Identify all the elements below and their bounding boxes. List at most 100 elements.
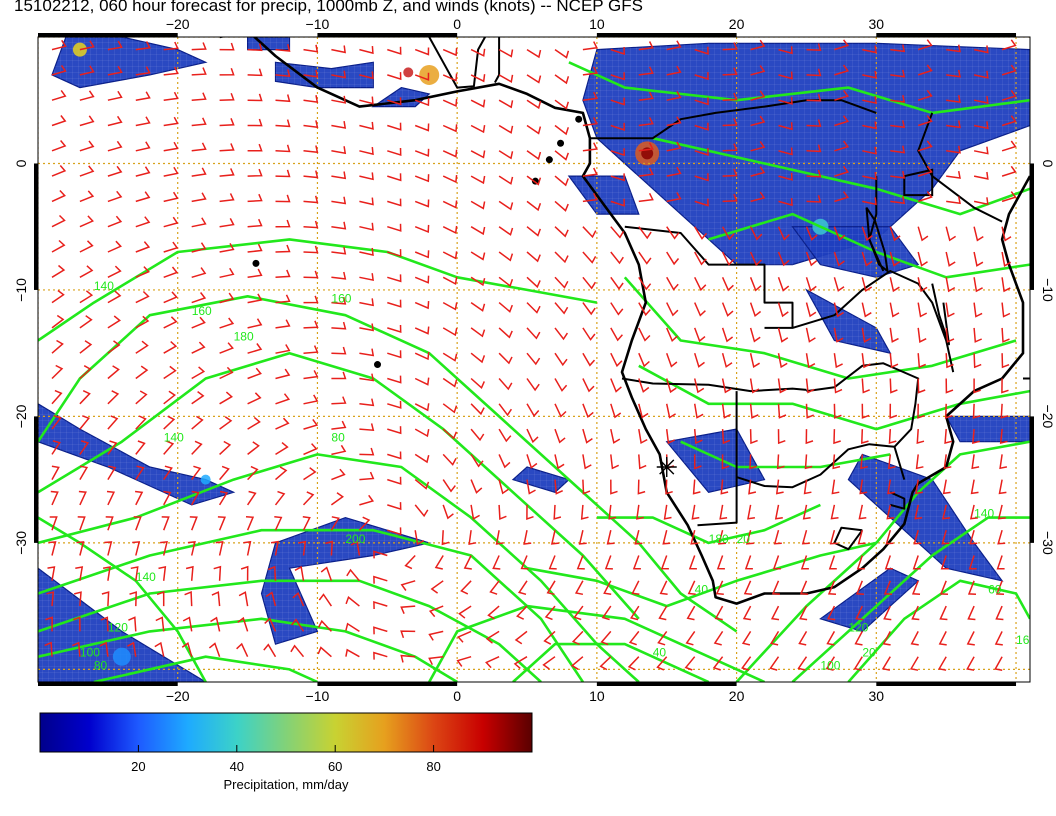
wind-barb [997, 529, 1006, 545]
wind-barb [274, 490, 286, 506]
wind-barb [855, 605, 864, 621]
wind-barb [944, 403, 953, 419]
wind-barb [135, 266, 150, 278]
wind-barb [163, 490, 172, 506]
wind-barb [638, 378, 650, 393]
wind-barb [302, 516, 311, 531]
wind-barb [582, 276, 597, 290]
wind-barb [973, 251, 984, 267]
map-title: 15102212, 060 hour forecast for precip, … [14, 0, 643, 15]
wind-barb [860, 454, 868, 470]
wind-barb [359, 348, 375, 357]
wind-barb [973, 121, 989, 130]
wind-barb [318, 593, 333, 607]
wind-barb [854, 631, 863, 646]
wind-barb [714, 605, 724, 621]
wind-barb [331, 371, 347, 380]
wind-barb [883, 580, 893, 595]
wind-barb [526, 454, 538, 469]
wind-barb [749, 226, 763, 241]
wind-barb [912, 555, 921, 570]
wind-barb [163, 415, 176, 430]
colorbar-gradient [39, 712, 533, 753]
wind-barb [442, 504, 454, 520]
wind-barb [404, 554, 416, 570]
wind-barb [163, 390, 176, 405]
wind-barb [247, 168, 263, 177]
wind-barb [1001, 378, 1009, 394]
wind-barb [320, 566, 333, 582]
wind-barb [778, 147, 793, 156]
wind-barb [442, 479, 456, 493]
wind-barb [570, 656, 584, 670]
wind-barb [946, 145, 961, 154]
wind-barb [886, 504, 895, 520]
wind-barb [387, 375, 402, 384]
wind-barb [414, 428, 430, 438]
contour-line [93, 655, 318, 682]
wind-barb [219, 118, 235, 127]
wind-barb [942, 504, 951, 520]
wind-barb [359, 471, 375, 481]
wind-barb [428, 655, 444, 666]
wind-barb [387, 299, 402, 308]
wind-barb [213, 565, 222, 581]
wind-barb [610, 327, 623, 342]
lake-outline [903, 168, 934, 197]
wind-barb [457, 630, 472, 643]
wind-barb [303, 394, 319, 405]
wind-barb [777, 429, 786, 445]
wind-barb [945, 327, 955, 343]
wind-barb [693, 454, 702, 470]
wind-barb [498, 251, 514, 262]
wind-barb [526, 352, 541, 366]
wind-barb [638, 142, 654, 152]
country-border [889, 491, 906, 510]
wind-barb [163, 291, 178, 304]
wind-barb [691, 504, 700, 520]
wind-barb [317, 619, 332, 632]
wind-barb [163, 191, 179, 203]
wind-barb [715, 580, 724, 595]
wind-barb [610, 276, 624, 290]
wind-barb [833, 251, 845, 267]
wind-barb [666, 166, 682, 177]
wind-barb [498, 327, 513, 339]
wind-barb [51, 115, 67, 127]
wind-barb [913, 529, 922, 545]
wind-barb [303, 443, 318, 456]
wind-barb [911, 605, 920, 621]
lon-tick-label-top: −10 [306, 16, 330, 32]
wind-barb [750, 65, 766, 76]
wind-barb [163, 41, 179, 51]
contour-label: 180 [709, 532, 729, 546]
lat-tick-label-left: −10 [13, 278, 29, 302]
wind-barb [270, 540, 279, 556]
wind-barb [889, 277, 900, 293]
wind-barb [610, 454, 620, 470]
wind-barb [610, 122, 625, 131]
wind-barb [806, 119, 822, 127]
contour-label: 140 [136, 570, 156, 584]
wind-barb [275, 319, 291, 329]
wind-barb [414, 47, 430, 56]
wind-barb [51, 264, 66, 278]
wind-barb [346, 568, 360, 582]
wind-barb [219, 93, 235, 101]
wind-barb [638, 403, 649, 419]
wind-barb [158, 565, 167, 581]
wind-barb [663, 504, 672, 520]
wind-barb [107, 140, 123, 152]
wind-barb [833, 429, 841, 445]
wind-barb [943, 454, 952, 470]
wind-barb [387, 350, 402, 359]
wind-barb [946, 44, 961, 53]
wind-barb [267, 565, 277, 581]
wind-barb [610, 226, 625, 239]
wind-barb [750, 115, 766, 127]
wind-barb [917, 353, 926, 369]
wind-barb [638, 454, 647, 470]
wind-barb [862, 197, 877, 206]
wind-barb [247, 243, 263, 253]
wind-barb [107, 265, 122, 278]
